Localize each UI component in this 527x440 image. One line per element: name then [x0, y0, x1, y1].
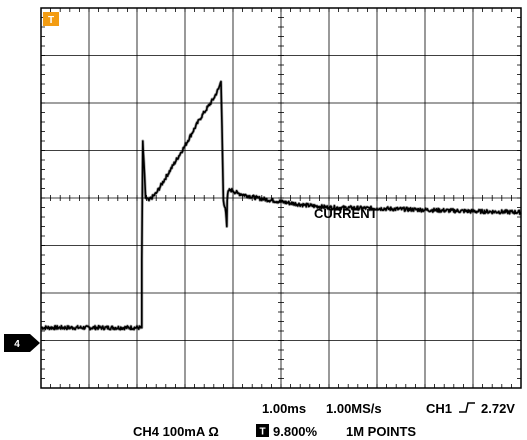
trigger-level-readout: 2.72V: [481, 401, 515, 416]
channel-marker-text: 4: [14, 339, 20, 350]
trigger-position-icon-text: T: [259, 427, 265, 438]
series-label-current: CURRENT: [314, 206, 378, 221]
channel-scale-readout: CH4 100mA Ω: [133, 424, 219, 439]
trigger-position-icon: T: [256, 424, 269, 438]
sample-rate-readout: 1.00MS/s: [326, 401, 382, 416]
channel-4-ground-marker: 4: [4, 334, 40, 352]
timebase-readout: 1.00ms: [262, 401, 306, 416]
plot-frame: [40, 7, 522, 389]
rising-edge-icon: [459, 402, 475, 413]
trigger-source-readout: CH1: [426, 401, 452, 416]
trigger-position-marker: T: [43, 12, 59, 26]
trigger-marker-text: T: [48, 15, 54, 26]
graticule: [40, 7, 522, 389]
current-trace: [40, 80, 522, 331]
trigger-position-readout: 9.800%: [273, 424, 318, 439]
record-length-readout: 1M POINTS: [346, 424, 416, 439]
